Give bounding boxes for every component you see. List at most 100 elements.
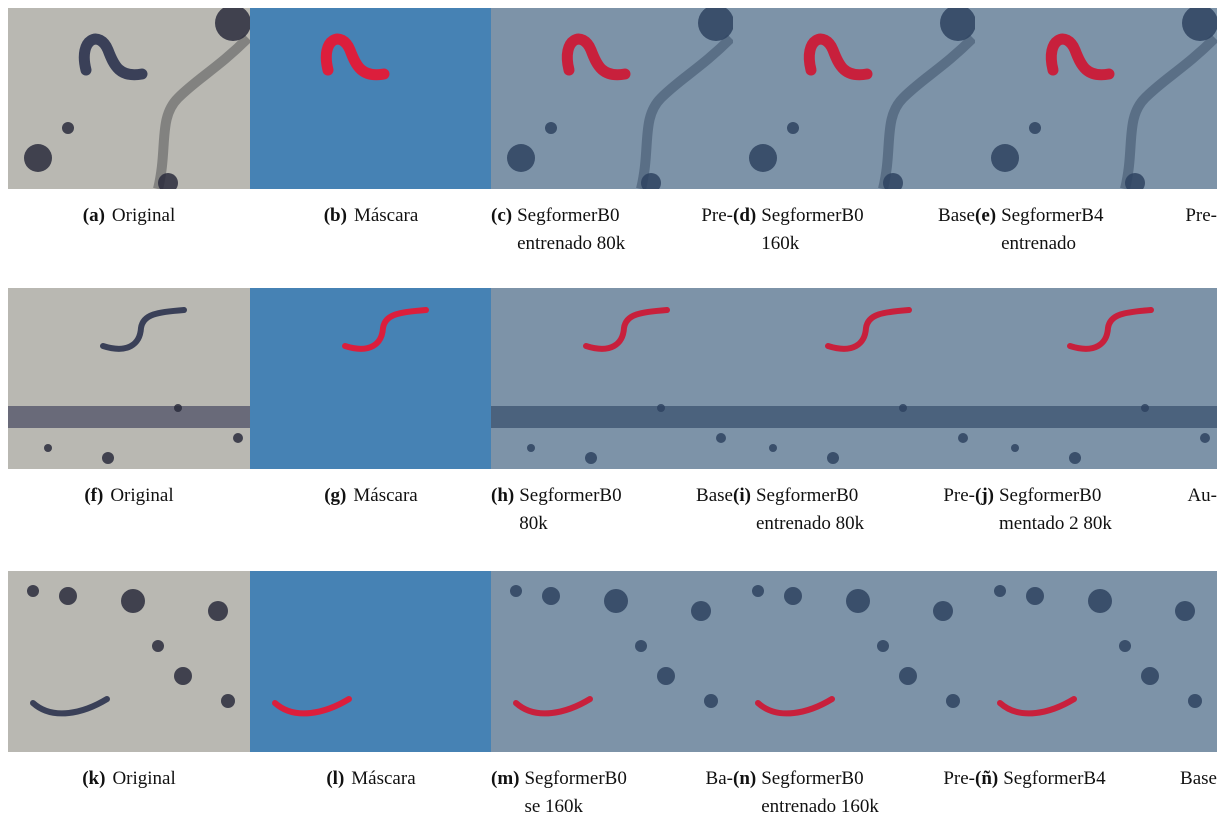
- caption-label: (j): [975, 482, 994, 538]
- caption-lines: SegformerB0 Pre-entrenado 80k: [756, 482, 975, 538]
- caption-text: Original: [110, 482, 173, 510]
- debris: [62, 122, 74, 134]
- caption-text: Máscara: [353, 482, 417, 510]
- caption: (e)SegformerB4 Pre-entrenado: [975, 202, 1217, 258]
- debris: [507, 144, 535, 172]
- debris: [946, 694, 960, 708]
- panel: (i) SegformerB0 Pre-entrenado 80k: [733, 288, 975, 538]
- caption-label: (g): [324, 482, 346, 510]
- caption-text: SegformerB0 Pre-: [517, 202, 733, 230]
- caption-lines: SegformerB0 Pre-entrenado 160k: [761, 765, 975, 821]
- panel-image: [8, 288, 250, 469]
- caption: (m)SegformerB0 Ba-se 160k: [491, 765, 733, 821]
- debris: [27, 585, 39, 597]
- fiber: [733, 406, 975, 428]
- panel-image: [733, 288, 975, 469]
- panel: (f) Original: [8, 288, 250, 510]
- caption-label: (d): [733, 202, 756, 258]
- caption: (i) SegformerB0 Pre-entrenado 80k: [733, 482, 975, 538]
- panel: (j)SegformerB0 Au-mentado 2 80k: [975, 288, 1217, 538]
- caption-lines: SegformerB4 Pre-entrenado: [1001, 202, 1217, 258]
- debris: [899, 667, 917, 685]
- debris: [1069, 452, 1081, 464]
- debris: [787, 122, 799, 134]
- fiber: [491, 406, 733, 428]
- caption-label: (i): [733, 482, 751, 538]
- caption: (ñ)SegformerB4 Base: [975, 765, 1217, 793]
- debris: [769, 444, 777, 452]
- caption-text: Original: [112, 202, 175, 230]
- caption-text: SegformerB0 Base: [761, 202, 975, 230]
- caption-lines: SegformerB0 Pre-entrenado 80k: [517, 202, 733, 258]
- debris: [542, 587, 560, 605]
- debris: [102, 452, 114, 464]
- caption-text: Máscara: [354, 202, 418, 230]
- caption-label: (f): [84, 482, 103, 510]
- panel-image: [975, 8, 1217, 189]
- caption-text: mentado 2 80k: [999, 510, 1217, 538]
- caption-text: entrenado: [1001, 230, 1217, 258]
- panel: (a)Original: [8, 8, 250, 230]
- caption-text: Máscara: [351, 765, 415, 793]
- panel-image: [8, 8, 250, 189]
- image-background: [975, 288, 1217, 469]
- panel-image: [250, 571, 492, 752]
- debris: [958, 433, 968, 443]
- debris: [691, 601, 711, 621]
- debris: [1029, 122, 1041, 134]
- panel-image: [491, 288, 733, 469]
- caption: (d)SegformerB0 Base160k: [733, 202, 975, 258]
- caption-text: 160k: [761, 230, 975, 258]
- debris: [24, 144, 52, 172]
- debris: [991, 144, 1019, 172]
- panel-image: [975, 288, 1217, 469]
- panel: (c)SegformerB0 Pre-entrenado 80k: [491, 8, 733, 258]
- caption-lines: SegformerB4 Base: [1003, 765, 1217, 793]
- caption-lines: SegformerB0 Base80k: [519, 482, 733, 538]
- caption: (g) Máscara: [250, 482, 492, 510]
- debris: [604, 589, 628, 613]
- image-background: [8, 288, 250, 469]
- caption-label: (c): [491, 202, 512, 258]
- panel: (e)SegformerB4 Pre-entrenado: [975, 8, 1217, 258]
- caption: (k)Original: [8, 765, 250, 793]
- debris: [657, 667, 675, 685]
- caption: (j)SegformerB0 Au-mentado 2 80k: [975, 482, 1217, 538]
- caption-label: (n): [733, 765, 756, 821]
- panel: (l) Máscara: [250, 571, 492, 793]
- fiber: [975, 406, 1217, 428]
- caption-text: entrenado 80k: [517, 230, 733, 258]
- caption-text: entrenado 160k: [761, 793, 975, 821]
- debris: [585, 452, 597, 464]
- panel: (n)SegformerB0 Pre-entrenado 160k: [733, 571, 975, 821]
- debris: [877, 640, 889, 652]
- panel: (b)Máscara: [250, 8, 492, 230]
- caption-label: (l): [326, 765, 344, 793]
- debris: [994, 585, 1006, 597]
- panel: (ñ)SegformerB4 Base: [975, 571, 1217, 793]
- caption-text: entrenado 80k: [756, 510, 975, 538]
- debris: [716, 433, 726, 443]
- debris: [827, 452, 839, 464]
- debris: [1026, 587, 1044, 605]
- debris: [1119, 640, 1131, 652]
- debris: [1200, 433, 1210, 443]
- debris: [208, 601, 228, 621]
- panel-image: [250, 8, 492, 189]
- debris: [221, 694, 235, 708]
- caption-text: SegformerB0 Pre-: [756, 482, 975, 510]
- panel: (m)SegformerB0 Ba-se 160k: [491, 571, 733, 821]
- caption-label: (h): [491, 482, 514, 538]
- panel-image: [975, 571, 1217, 752]
- caption: (f) Original: [8, 482, 250, 510]
- debris: [174, 667, 192, 685]
- debris: [121, 589, 145, 613]
- panel-image: [491, 8, 733, 189]
- debris: [933, 601, 953, 621]
- caption-lines: SegformerB0 Ba-se 160k: [524, 765, 733, 821]
- panel-image: [8, 571, 250, 752]
- debris: [44, 444, 52, 452]
- debris: [635, 640, 647, 652]
